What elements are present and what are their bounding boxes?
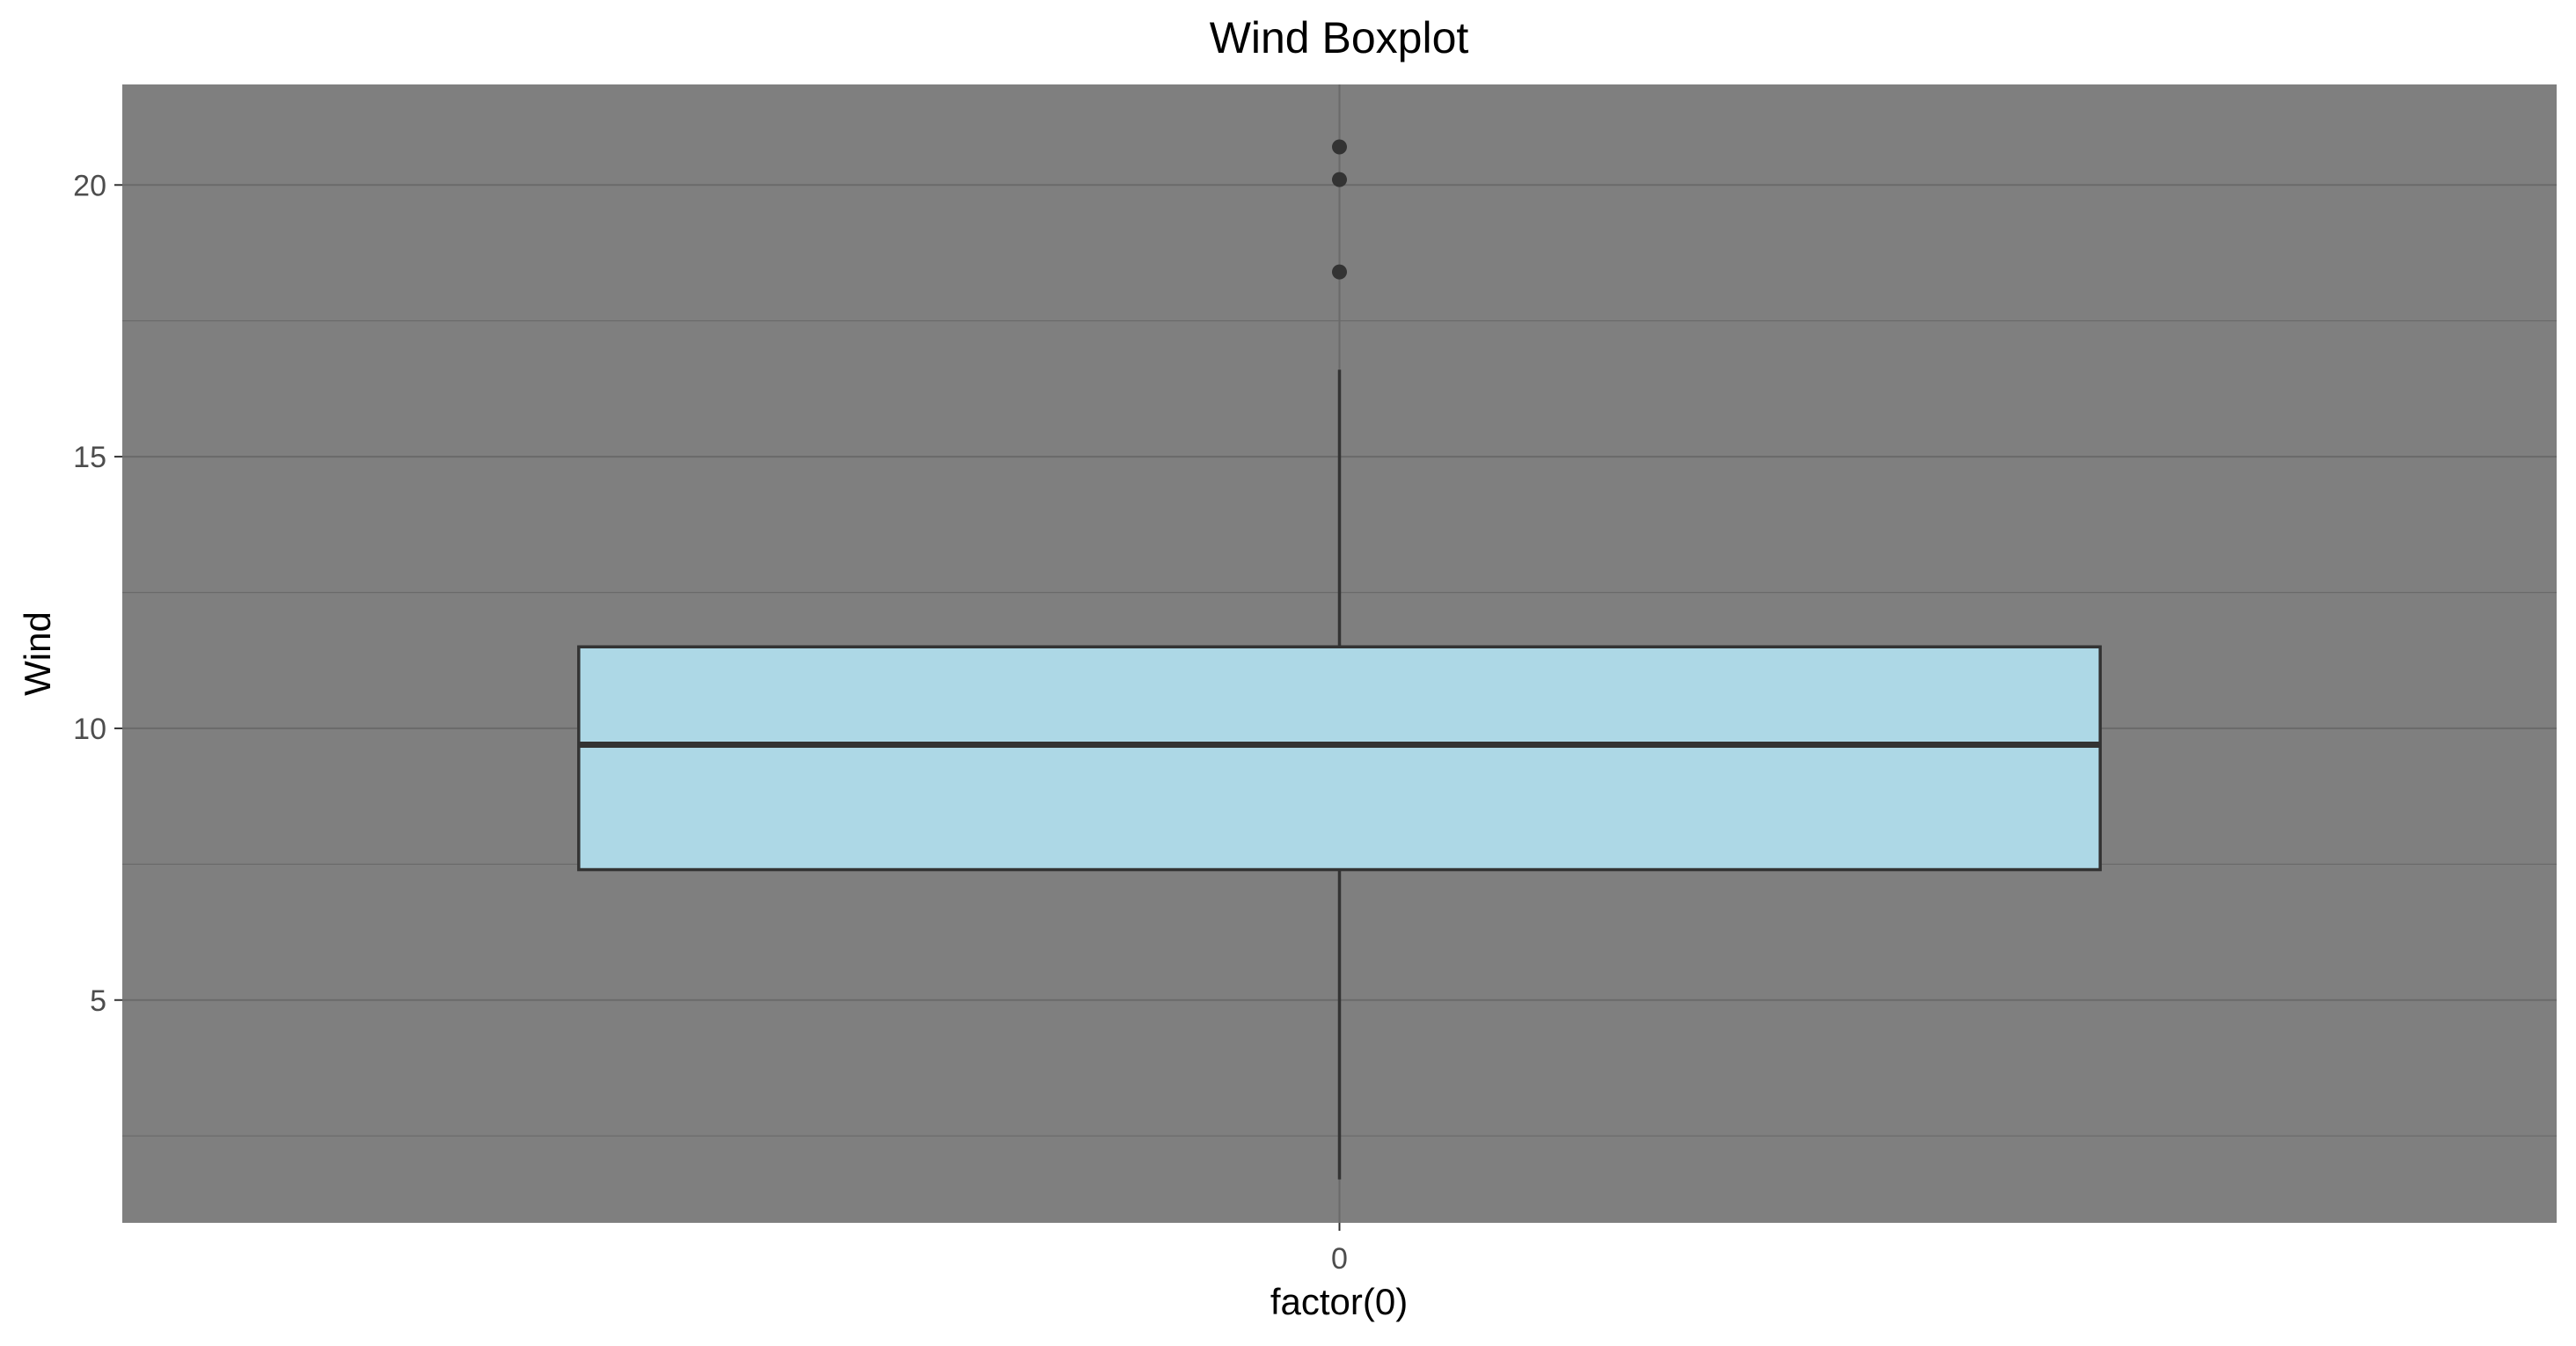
y-tick-label: 5	[90, 984, 106, 1018]
outlier-point	[1332, 139, 1347, 155]
x-axis-title: factor(0)	[1270, 1281, 1408, 1322]
axis-labels: 5 10 15 20 0	[73, 169, 1348, 1276]
chart-title: Wind Boxplot	[1210, 13, 1469, 62]
y-axis-title: Wind	[17, 611, 58, 696]
box-layer	[577, 139, 2102, 1180]
y-tick-label: 20	[73, 169, 106, 202]
outlier-point	[1332, 264, 1347, 280]
box-iqr	[577, 645, 2102, 872]
y-tick-label: 10	[73, 713, 106, 746]
y-tick-label: 15	[73, 441, 106, 474]
outlier-point	[1332, 172, 1347, 187]
x-tick-label: 0	[1331, 1242, 1348, 1276]
